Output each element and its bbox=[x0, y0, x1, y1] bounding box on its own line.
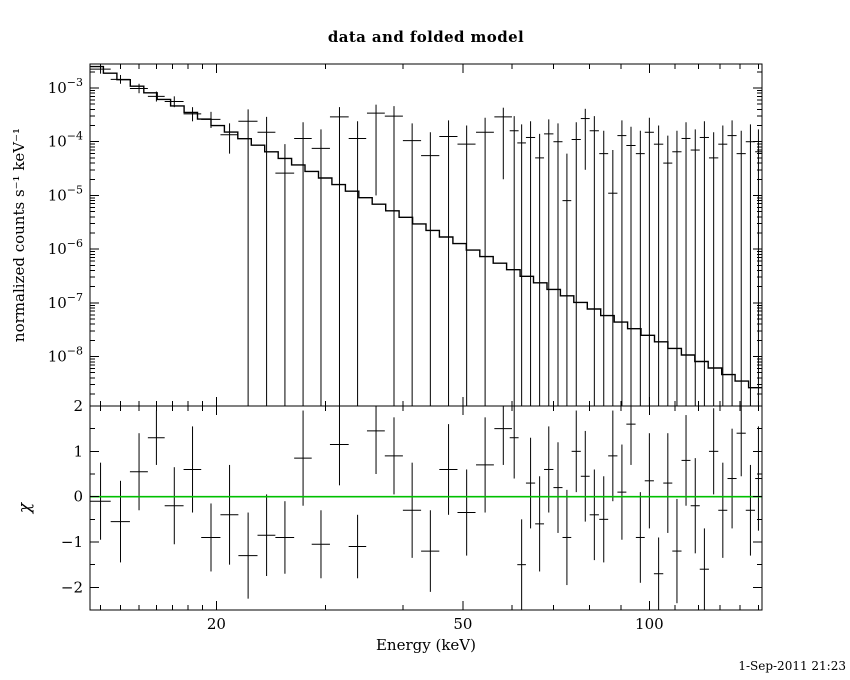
tick-label: 0 bbox=[73, 488, 83, 506]
tick-label: 10−8 bbox=[48, 345, 83, 366]
axis-tick-labels: 20 50 100 10−8 10−7 10−6 10−5 10−4 10−3 −2 −1 0 1 2 bbox=[48, 76, 664, 633]
tick-label: 10−6 bbox=[48, 237, 83, 258]
tick-label: 10−3 bbox=[48, 76, 83, 97]
y-axis-label-counts: normalized counts s⁻¹ keV⁻¹ bbox=[10, 128, 28, 342]
tick-label: 20 bbox=[207, 615, 226, 633]
tick-label: 1 bbox=[73, 442, 83, 460]
spectrum-errorbars bbox=[90, 64, 762, 406]
tick-label: 10−4 bbox=[48, 130, 83, 151]
tick-label: 10−7 bbox=[48, 291, 83, 312]
y-axis-label-chi: χ bbox=[15, 501, 35, 514]
x-axis-label: Energy (keV) bbox=[376, 636, 476, 654]
tick-label: −1 bbox=[61, 533, 83, 551]
axis-ticks bbox=[90, 64, 762, 610]
tick-label: 2 bbox=[73, 397, 83, 415]
tick-label: 50 bbox=[453, 615, 472, 633]
tick-label: −2 bbox=[61, 578, 83, 596]
model-path bbox=[90, 65, 762, 389]
model-step-line bbox=[90, 65, 762, 389]
tick-label: 10−5 bbox=[48, 183, 83, 204]
plot-frame bbox=[89, 63, 763, 611]
tick-label: 100 bbox=[635, 615, 664, 633]
plot-title: data and folded model bbox=[328, 28, 524, 46]
timestamp: 1-Sep-2011 21:23 bbox=[738, 659, 846, 673]
residual-errorbars bbox=[90, 406, 762, 610]
